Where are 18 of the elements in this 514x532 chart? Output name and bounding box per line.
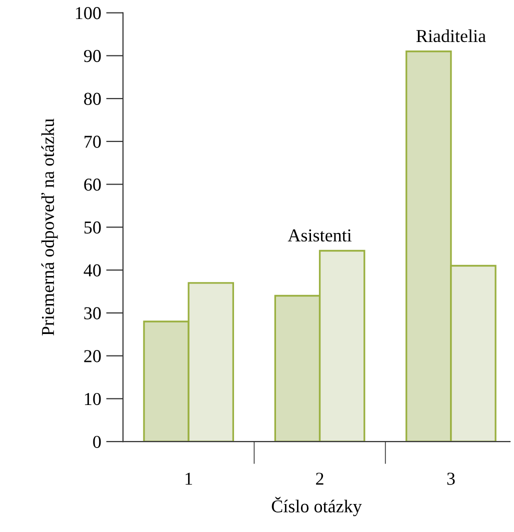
y-tick-label: 40 <box>84 264 101 276</box>
x-tick-label: 1 <box>186 472 192 485</box>
annotation: Asistenti <box>288 229 352 242</box>
y-tick-label: 60 <box>84 178 101 191</box>
y-axis-title: Priemerná odpoveď na otázku <box>41 118 58 336</box>
x-axis-title: Číslo otázky <box>272 496 362 516</box>
y-tick-label: 80 <box>84 92 101 105</box>
y-tick-label: 0 <box>93 436 101 448</box>
y-tick-label: 30 <box>84 307 101 320</box>
x-tick-label: 2 <box>316 472 324 485</box>
y-tick-label: 20 <box>84 350 101 362</box>
y-tick-label: 50 <box>84 221 101 234</box>
y-tick-label: 100 <box>76 7 101 20</box>
y-tick-label: 10 <box>85 392 101 406</box>
y-tick-label: 90 <box>84 50 101 62</box>
x-tick-label: 3 <box>447 472 455 485</box>
y-tick-label: 70 <box>84 136 101 148</box>
annotation: Riaditelia <box>416 29 486 42</box>
